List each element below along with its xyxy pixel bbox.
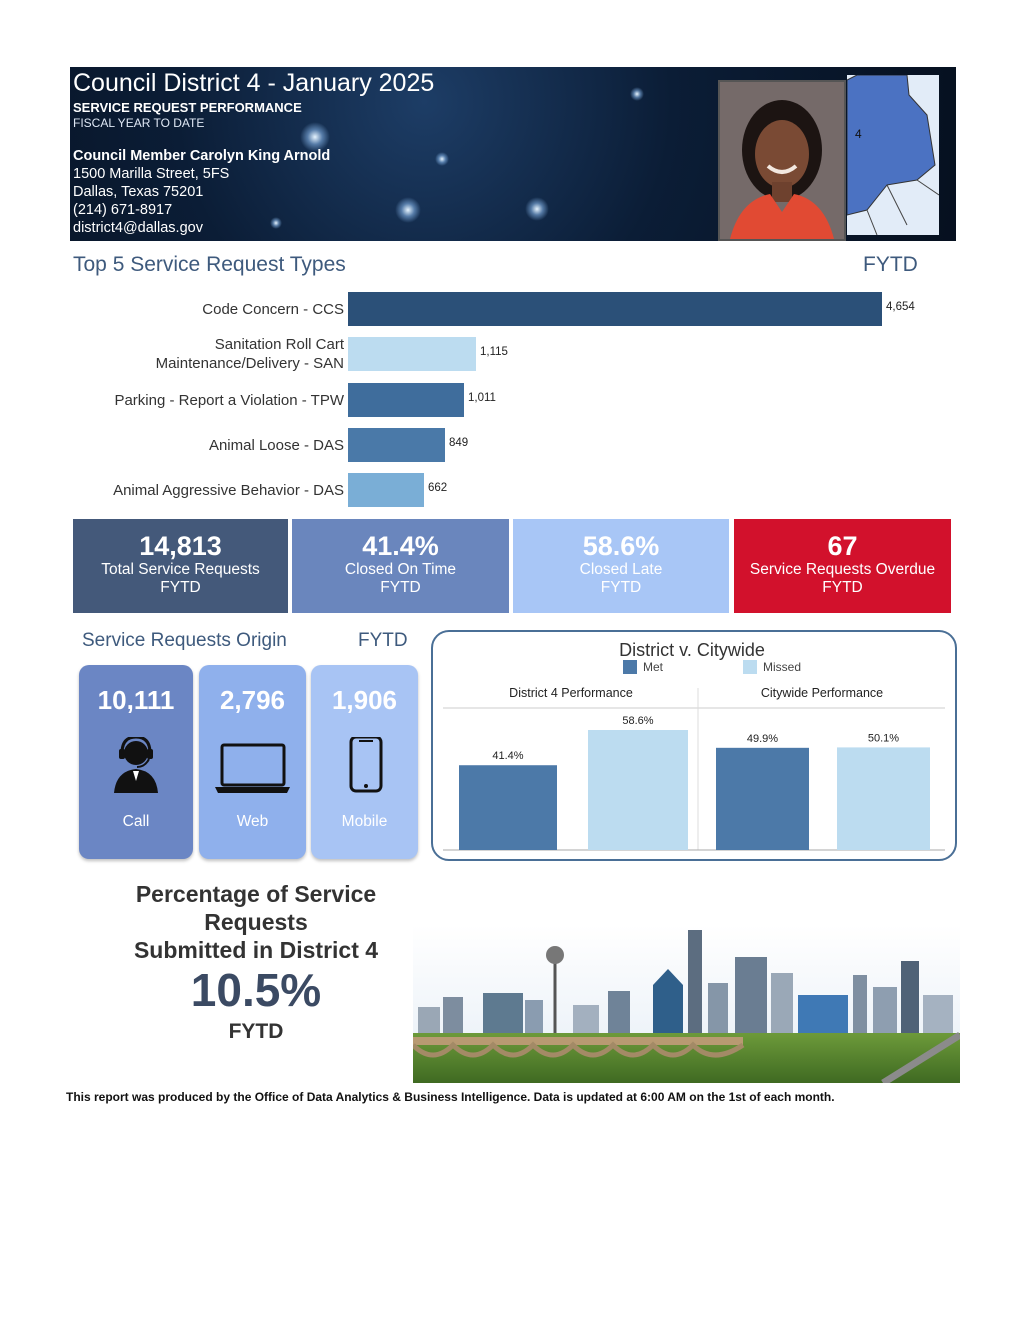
laptop-icon bbox=[199, 737, 306, 797]
district-bar-met bbox=[459, 765, 557, 850]
kpi-label: Closed On Time bbox=[344, 561, 457, 578]
bar-2 bbox=[348, 337, 476, 371]
origin-tile-web: 2,796 Web bbox=[199, 665, 306, 859]
header-banner: Council District 4 - January 2025 SERVIC… bbox=[70, 67, 956, 241]
kpi-label: Closed Late bbox=[579, 561, 663, 578]
bar-value-label: 1,115 bbox=[480, 346, 508, 358]
kpi-value: 67 bbox=[827, 531, 858, 561]
address-line: 1500 Marilla Street, 5FS bbox=[73, 166, 230, 182]
pct-heading-line3: Submitted in District 4 bbox=[133, 937, 379, 963]
phone-line: (214) 671-8917 bbox=[73, 202, 173, 218]
comparison-bar-label: 58.6% bbox=[622, 715, 653, 727]
category-label: Animal Loose - DAS bbox=[208, 436, 344, 454]
report-subtitle: SERVICE REQUEST PERFORMANCE bbox=[73, 100, 302, 115]
comparison-bar-label: 50.1% bbox=[868, 732, 899, 744]
origin-tile-call: 10,111 Call bbox=[79, 665, 193, 859]
district-vs-citywide-panel: District v. Citywide Met Missed District… bbox=[431, 630, 957, 861]
kpi-period: FYTD bbox=[822, 579, 863, 596]
kpi-label: Service Requests Overdue bbox=[749, 561, 936, 578]
kpi-closed-on-time: 41.4% Closed On Time FYTD bbox=[292, 519, 509, 613]
bar-4 bbox=[348, 428, 445, 462]
kpi-period: FYTD bbox=[380, 579, 421, 596]
citywide-bar-missed bbox=[837, 747, 930, 850]
top5-title: Top 5 Service Request Types bbox=[73, 253, 346, 276]
citywide-bar-met bbox=[716, 747, 809, 850]
kpi-value: 58.6% bbox=[582, 531, 660, 561]
kpi-closed-late: 58.6% Closed Late FYTD bbox=[513, 519, 729, 613]
email-line: district4@dallas.gov bbox=[73, 220, 203, 236]
legend-label-missed: Missed bbox=[763, 660, 801, 674]
top5-period: FYTD bbox=[863, 253, 918, 276]
origin-label: Call bbox=[122, 813, 150, 830]
comparison-bar-label: 41.4% bbox=[492, 750, 523, 762]
pct-heading-line1: Percentage of Service bbox=[135, 881, 377, 907]
origin-label: Mobile bbox=[341, 813, 388, 830]
bar-value-label: 662 bbox=[428, 482, 448, 494]
kpi-period: FYTD bbox=[600, 579, 642, 596]
panel-title-citywide: Citywide Performance bbox=[761, 686, 883, 700]
origin-label: Web bbox=[236, 813, 269, 830]
footer-note: This report was produced by the Office o… bbox=[66, 1090, 835, 1104]
bar-1 bbox=[348, 292, 882, 326]
dallas-skyline-image bbox=[413, 925, 960, 1083]
kpi-value: 41.4% bbox=[362, 531, 439, 561]
report-title: Council District 4 - January 2025 bbox=[73, 69, 435, 97]
pct-heading-line2: Requests bbox=[204, 909, 308, 935]
origin-period: FYTD bbox=[358, 630, 408, 651]
comparison-title: District v. Citywide bbox=[619, 640, 765, 660]
district-map: 4 bbox=[847, 75, 939, 235]
legend-swatch-missed bbox=[743, 660, 757, 674]
bar-3 bbox=[348, 383, 464, 417]
kpi-overdue: 67 Service Requests Overdue FYTD bbox=[734, 519, 951, 613]
kpi-value: 14,813 bbox=[139, 531, 222, 561]
council-member-name: Council Member Carolyn King Arnold bbox=[73, 148, 331, 164]
comparison-bar-label: 49.9% bbox=[747, 733, 778, 745]
origin-value: 2,796 bbox=[219, 685, 286, 715]
bar-value-label: 4,654 bbox=[886, 301, 915, 313]
pct-value: 10.5% bbox=[190, 964, 322, 1016]
bar-5 bbox=[348, 473, 424, 507]
category-label: Parking - Report a Violation - TPW bbox=[114, 391, 344, 409]
council-member-photo bbox=[718, 80, 846, 241]
kpi-period: FYTD bbox=[160, 579, 201, 596]
bar-value-label: 849 bbox=[449, 437, 469, 449]
category-label: Animal Aggressive Behavior - DAS bbox=[113, 481, 344, 499]
legend-swatch-met bbox=[623, 660, 637, 674]
legend-label-met: Met bbox=[643, 660, 664, 674]
kpi-label: Total Service Requests bbox=[101, 561, 260, 578]
origin-title: Service Requests Origin bbox=[82, 630, 287, 651]
category-label: Sanitation Roll Cart Maintenance/Delivery… bbox=[155, 336, 344, 372]
category-label: Code Concern - CCS bbox=[202, 300, 344, 318]
headset-agent-icon bbox=[79, 735, 193, 797]
district-number-label: 4 bbox=[855, 127, 862, 141]
city-line: Dallas, Texas 75201 bbox=[73, 184, 204, 200]
smartphone-icon bbox=[311, 735, 418, 797]
pct-period: FYTD bbox=[228, 1020, 284, 1043]
kpi-total-requests: 14,813 Total Service Requests FYTD bbox=[73, 519, 288, 613]
origin-value: 1,906 bbox=[331, 685, 398, 715]
origin-value: 10,111 bbox=[97, 685, 175, 715]
district-bar-missed bbox=[588, 730, 688, 850]
bar-value-label: 1,011 bbox=[468, 392, 496, 404]
report-period: FISCAL YEAR TO DATE bbox=[73, 116, 205, 130]
comparison-chart: District v. Citywide Met Missed District… bbox=[443, 640, 945, 851]
panel-title-district: District 4 Performance bbox=[509, 686, 633, 700]
pct-heading: Percentage of Service Requests Submitted… bbox=[100, 880, 412, 964]
origin-tile-mobile: 1,906 Mobile bbox=[311, 665, 418, 859]
